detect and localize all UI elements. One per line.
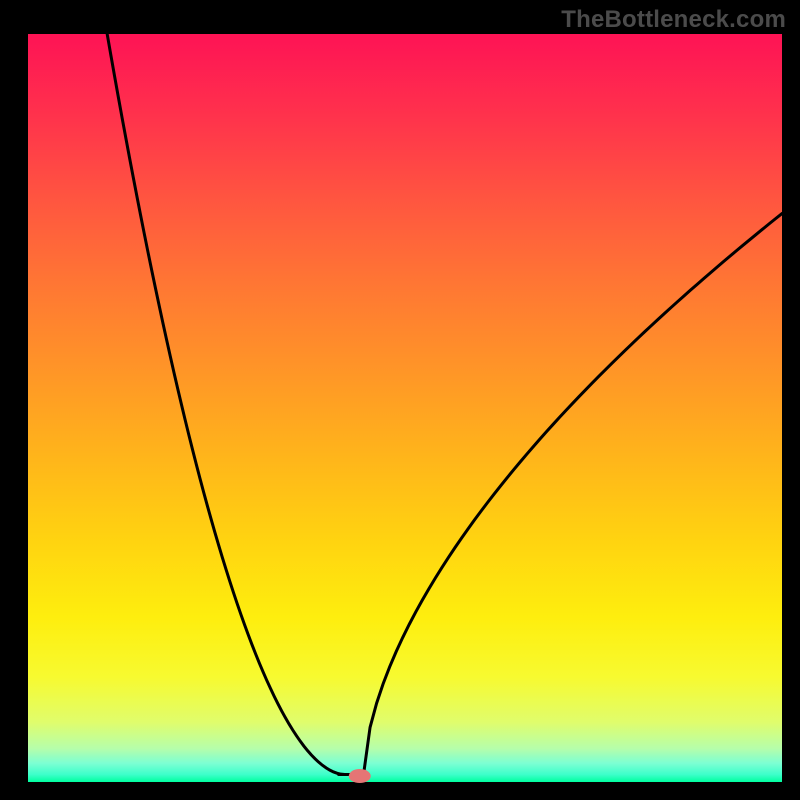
bottleneck-chart (0, 0, 800, 800)
watermark-text: TheBottleneck.com (561, 6, 786, 34)
plot-background (28, 34, 782, 782)
chart-frame: TheBottleneck.com (0, 0, 800, 800)
optimum-marker (349, 769, 371, 783)
